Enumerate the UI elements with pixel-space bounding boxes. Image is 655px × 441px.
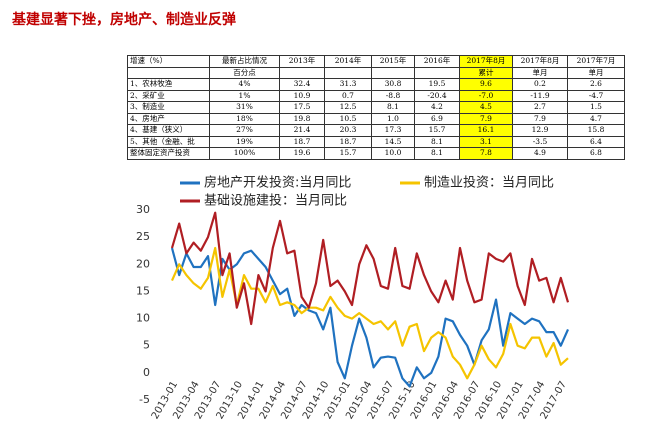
series-line xyxy=(170,247,570,388)
y-tick-label: 10 xyxy=(136,312,150,325)
legend-label: 制造业投资：当月同比 xyxy=(424,175,554,191)
table-cell: 18.7 xyxy=(324,135,372,148)
table-cell: 10.0 xyxy=(371,147,415,160)
table-row: 4、房地产 18% 19.8 10.5 1.0 6.9 7.9 7.9 4.7 xyxy=(127,112,625,125)
table-cell: 19% xyxy=(209,135,280,148)
table-row: 4、基建（狭义） 27% 21.4 20.3 17.3 15.7 16.1 12.9 15.8 xyxy=(127,124,625,137)
legend-label: 房地产开发投资:当月同比 xyxy=(204,175,351,191)
table-row: 3、制造业 31% 17.5 12.5 8.1 4.2 4.5 2.7 1.5 xyxy=(127,101,625,114)
header-row: 百分点 累计 单月 单月 xyxy=(127,66,625,79)
table-row: 5、其他（金融、批 19% 18.7 18.7 14.5 8.1 3.1 -3.5 6.4 xyxy=(127,135,625,148)
table-row: 1、农林牧渔 4% 32.4 31.3 30.8 19.5 9.6 0.2 2.6 xyxy=(127,78,625,91)
table-cell: 7.8 xyxy=(459,147,513,160)
y-tick-label: 25 xyxy=(136,230,150,243)
series-line xyxy=(170,211,570,326)
table-row: 整体固定资产投资 100% 19.6 15.7 10.0 8.1 7.8 4.9 6.8 xyxy=(127,147,625,160)
y-tick-label: 5 xyxy=(143,339,150,352)
y-tick-label: 30 xyxy=(136,203,150,216)
data-table: 增速（%） 最新占比情况 2013年 2014年 2015年 2016年 2017年8月 20… xyxy=(127,55,625,160)
table-cell: 6.4 xyxy=(567,135,625,148)
table-cell: 2.6 xyxy=(567,78,625,91)
table-cell: 4、基建（狭义） xyxy=(127,124,210,137)
y-tick-label: -5 xyxy=(139,393,150,406)
table-cell: 15.8 xyxy=(567,124,625,137)
page-title: 基建显著下挫，房地产、制造业反弹 xyxy=(12,12,236,28)
table-cell: 4.9 xyxy=(512,147,568,160)
table-cell: 5、其他（金融、批 xyxy=(127,135,210,148)
y-tick-label: 20 xyxy=(136,257,150,270)
table-cell: 21.4 xyxy=(279,124,325,137)
y-tick-label: 0 xyxy=(143,366,150,379)
table-cell: 16.1 xyxy=(459,124,513,137)
table-cell: 18.7 xyxy=(279,135,325,148)
legend-label: 基础设施建投：当月同比 xyxy=(204,193,347,209)
table-row: 2、采矿业 1% 10.9 0.7 -8.8 -20.4 -7.0 -11.9 -4.7 xyxy=(127,89,625,102)
table-cell: 6.8 xyxy=(567,147,625,160)
y-tick-label: 15 xyxy=(136,284,150,297)
table-cell: 3.1 xyxy=(459,135,513,148)
